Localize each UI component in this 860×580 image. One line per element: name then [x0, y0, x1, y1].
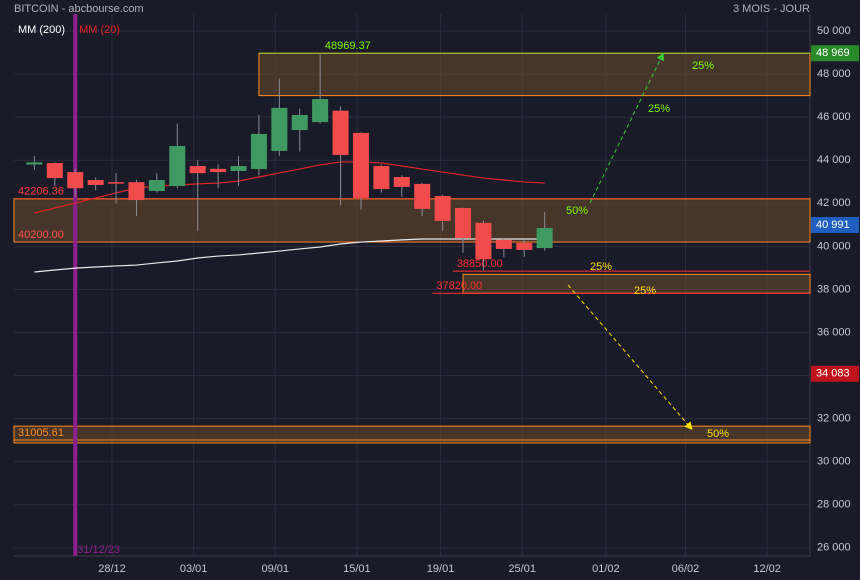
chart-title: BITCOIN - abcbourse.com [14, 3, 144, 15]
zone [13, 425, 811, 444]
candle-body [169, 146, 186, 187]
x-tick-label: 12/02 [753, 563, 781, 575]
candle-body [352, 132, 369, 198]
y-tick-label: 40 000 [817, 240, 851, 252]
x-tick-label: 01/02 [592, 563, 620, 575]
y-tick-label: 26 000 [817, 542, 851, 554]
plot: 31/12/23 [26, 14, 553, 556]
chart-subtitle: 3 MOIS - JOUR [733, 3, 810, 15]
level-label: 37820.00 [436, 280, 482, 292]
date-line-label: 31/12/23 [77, 544, 120, 556]
candle-body [393, 177, 410, 187]
annotation: 25% [634, 285, 656, 297]
price-tag-label: 48 969 [816, 47, 850, 59]
x-tick-label: 06/02 [672, 563, 700, 575]
candle-body [332, 110, 349, 156]
candle-body [250, 133, 267, 170]
candle-body [495, 239, 512, 249]
annotation: 25% [648, 103, 670, 115]
candle-body [46, 163, 63, 179]
x-tick-label: 03/01 [180, 563, 208, 575]
level-label: 40200.00 [18, 229, 64, 241]
candle-body [230, 166, 247, 171]
y-tick-label: 42 000 [817, 197, 851, 209]
y-tick-label: 38 000 [817, 283, 851, 295]
annotation: 25% [692, 60, 714, 72]
annotation: 25% [590, 261, 612, 273]
y-tick-label: 30 000 [817, 456, 851, 468]
y-tick-label: 32 000 [817, 413, 851, 425]
level-label: 31005.61 [18, 427, 64, 439]
price-tag-label: 40 991 [816, 219, 850, 231]
y-tick-label: 28 000 [817, 499, 851, 511]
candle-body [434, 195, 451, 221]
target-arrow [567, 284, 693, 431]
legend-entry: MM (20) [79, 24, 120, 36]
level-label: 38850.00 [457, 258, 503, 270]
candle-body [128, 182, 145, 201]
candle-body [210, 168, 227, 173]
candle-body [536, 228, 553, 249]
price-tag-label: 34 083 [816, 368, 850, 380]
price-tag [811, 45, 859, 62]
candle-body [414, 183, 431, 209]
price-tag [811, 365, 859, 382]
y-tick-label: 36 000 [817, 326, 851, 338]
candle-body [108, 182, 125, 184]
zones: 48969.37 42206.36 40200.00 38850.00 37820.00… [13, 40, 811, 444]
candle-body [291, 114, 308, 131]
candle-body [516, 242, 533, 251]
target-arrow [589, 52, 664, 204]
x-tick-label: 25/01 [508, 563, 536, 575]
y-tick-label: 44 000 [817, 154, 851, 166]
price-tag [811, 217, 859, 234]
candle-body [455, 208, 472, 238]
candle-body [373, 166, 390, 190]
annotation: 50% [566, 205, 588, 217]
level-label: 48969.37 [325, 40, 371, 52]
x-tick-label: 15/01 [343, 563, 371, 575]
zone [258, 52, 811, 97]
candle-body [312, 99, 329, 123]
x-tick-label: 28/12 [98, 563, 126, 575]
y-tick-label: 50 000 [817, 25, 851, 37]
zone [13, 198, 811, 243]
moving-average [34, 238, 545, 273]
candle-body [26, 162, 43, 165]
candle-body [475, 222, 492, 260]
candle-body [271, 107, 288, 151]
level-label: 42206.36 [18, 186, 64, 198]
candle-body [67, 172, 84, 189]
candle-body [189, 166, 206, 174]
y-tick-label: 48 000 [817, 68, 851, 80]
moving-average [34, 161, 545, 214]
annotation: 50% [707, 428, 729, 440]
candle-body [87, 180, 104, 185]
candle-body [148, 180, 165, 192]
y-tick-label: 46 000 [817, 111, 851, 123]
x-tick-label: 19/01 [427, 563, 455, 575]
legend-entry: MM (200) [18, 24, 65, 36]
x-tick-label: 09/01 [261, 563, 289, 575]
